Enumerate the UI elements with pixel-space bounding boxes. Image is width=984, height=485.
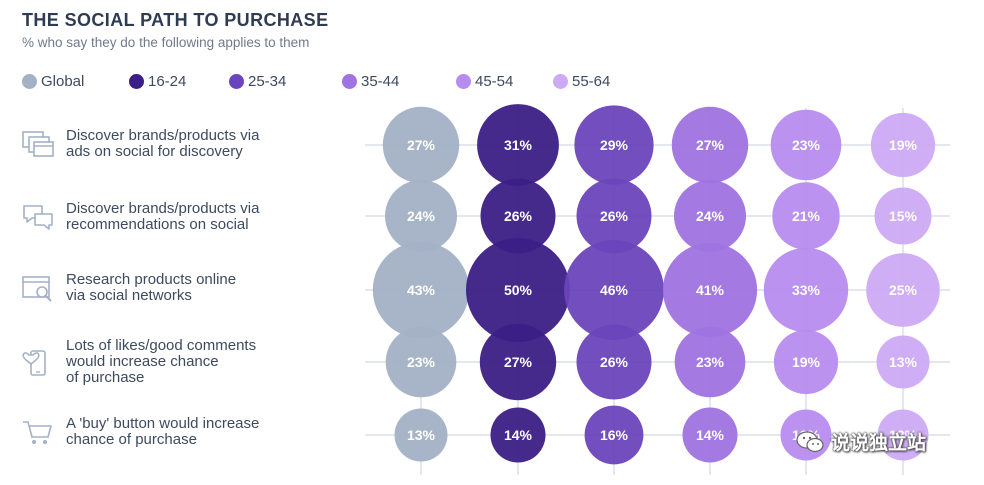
bubble [866,253,940,327]
bubble [772,182,840,250]
bubble [874,187,932,245]
bubble-value-label: 43% [407,282,436,298]
bubble [490,407,546,463]
row-label-recommendations: Discover brands/products via recommendat… [20,201,356,233]
phone-heart-icon [20,346,56,378]
bubble-value-label: 23% [792,137,821,153]
row-text: Lots of likes/good comments would increa… [66,337,257,386]
browser-search-icon [20,272,56,304]
wechat-icon [796,430,824,452]
watermark: 说说独立站 [795,428,926,455]
bubble-value-label: 13% [407,427,436,443]
legend: Global 16-24 25-34 35-44 45-54 55-64 [22,70,610,92]
bubble [372,241,470,339]
legend-item-16-24: 16-24 [129,73,229,90]
row-label-likes: Lots of likes/good comments would increa… [20,338,356,386]
legend-item-45-54: 45-54 [456,73,553,90]
bubble [674,180,746,252]
bubble [382,106,460,184]
bubble-value-label: 21% [792,208,821,224]
bubble [877,409,929,461]
bubble [477,104,559,186]
bubble [870,112,936,178]
bubble-value-label: 15% [889,208,918,224]
chart-title: THE SOCIAL PATH TO PURCHASE [22,10,329,30]
bubble-value-label: 23% [407,354,436,370]
bubble [385,180,457,252]
legend-swatch [229,73,244,89]
bubble-value-label: 24% [407,208,436,224]
legend-swatch [129,73,144,89]
bubble [385,326,457,398]
legend-label: 45-54 [475,72,514,90]
legend-item-35-44: 35-44 [342,73,456,90]
bubble-value-label: 27% [407,137,436,153]
bubble [674,326,746,398]
bubble-value-label: 27% [696,137,725,153]
bubble-value-label: 46% [600,282,629,298]
chart-subtitle: % who say they do the following applies … [22,35,310,50]
legend-label: 25-34 [248,72,287,90]
bubble [662,242,758,338]
bubble [576,178,652,254]
watermark-text: 说说独立站 [831,432,927,454]
bubble [671,106,749,184]
bubble-value-label: 26% [600,354,629,370]
legend-label: 16-24 [148,72,187,90]
bubble [773,329,839,395]
legend-swatch [342,73,357,89]
row-label-buy-button: A 'buy' button would increase chance of … [20,416,356,448]
bubble-value-label: 13% [889,354,918,370]
legend-label: 35-44 [361,72,400,90]
bubble [876,335,930,389]
legend-swatch [456,73,471,89]
row-text: Research products online via social netw… [66,271,237,304]
bubble [564,240,664,340]
row-label-research: Research products online via social netw… [20,272,356,304]
bubble [394,408,448,462]
bubble-value-label: 41% [696,282,725,298]
bubble [763,247,849,333]
bubble-value-label: 33% [792,282,821,298]
bubble-value-label: 50% [504,282,533,298]
bubble-value-label: 16% [600,427,629,443]
bubble-value-label: 26% [600,208,629,224]
legend-label: 55-64 [572,72,611,90]
legend-item-55-64: 55-64 [553,73,610,90]
row-text: Discover brands/products via ads on soci… [66,127,260,160]
bubble-value-label: 19% [889,137,918,153]
bubble-value-label: 26% [504,208,533,224]
bubble [480,178,556,254]
bubble-value-label: 29% [600,137,629,153]
legend-label: Global [41,72,85,90]
row-label-ads: Discover brands/products via ads on soci… [20,128,356,160]
row-text: A 'buy' button would increase chance of … [66,415,260,448]
bubble [682,407,738,463]
legend-item-25-34: 25-34 [229,73,342,90]
bubble [770,109,842,181]
bubble [479,323,557,401]
bubble [584,405,644,465]
bubble-value-label: 12% [889,427,918,443]
ads-windows-icon [20,128,56,160]
bubble [576,324,652,400]
chat-bubbles-icon [20,201,56,233]
bubble-value-label: 24% [696,208,725,224]
bubble [574,105,654,185]
bubble [466,238,570,342]
bubble-value-label: 19% [792,354,821,370]
bubble-value-label: 31% [504,137,533,153]
row-text: Discover brands/products via recommendat… [66,200,260,233]
bubble-value-label: 27% [504,354,533,370]
legend-item-global: Global [22,73,129,90]
bubble-value-label: 25% [889,282,918,298]
legend-swatch [22,73,37,89]
bubble-value-label: 23% [696,354,725,370]
legend-swatch [553,73,568,89]
bubble-value-label: 14% [696,427,725,443]
shopping-cart-icon [20,416,56,448]
bubble-value-label: 14% [504,427,533,443]
